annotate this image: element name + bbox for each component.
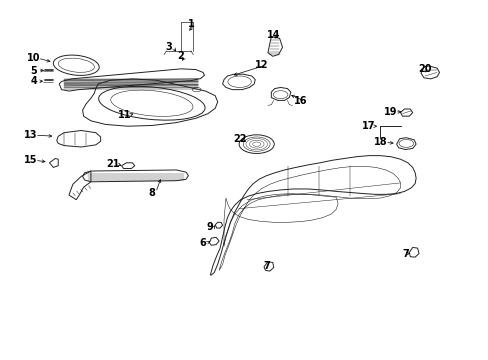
Text: 14: 14 — [266, 30, 280, 40]
Text: 11: 11 — [118, 111, 131, 121]
Text: 6: 6 — [199, 238, 206, 248]
Text: 2: 2 — [177, 51, 184, 61]
Text: 22: 22 — [232, 134, 246, 144]
Text: 4: 4 — [30, 76, 37, 86]
Text: 19: 19 — [383, 107, 397, 117]
Text: 21: 21 — [106, 159, 120, 169]
Text: 7: 7 — [401, 248, 408, 258]
Text: 18: 18 — [373, 138, 387, 147]
Text: 10: 10 — [27, 53, 41, 63]
Text: 16: 16 — [293, 96, 306, 106]
Text: 3: 3 — [165, 42, 172, 52]
Text: 12: 12 — [254, 60, 268, 70]
Text: 15: 15 — [24, 155, 38, 165]
Text: 13: 13 — [24, 130, 38, 140]
Text: 20: 20 — [417, 64, 431, 74]
Text: 9: 9 — [206, 222, 213, 231]
Text: 5: 5 — [30, 66, 37, 76]
Text: 8: 8 — [148, 188, 155, 198]
Text: 17: 17 — [361, 121, 375, 131]
Text: 1: 1 — [187, 19, 194, 29]
Text: 7: 7 — [263, 261, 269, 271]
